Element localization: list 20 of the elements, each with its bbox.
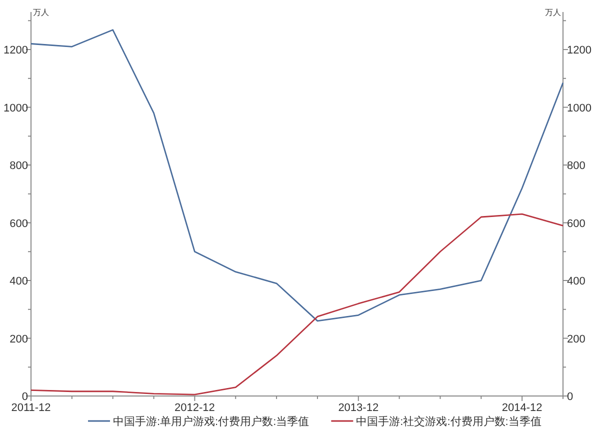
ytick: 1000: [4, 102, 28, 114]
xtick: 2012-12: [174, 402, 215, 414]
ylabel: 万人: [33, 8, 49, 17]
xtick: 2014-12: [502, 402, 542, 414]
y2tick: 600: [567, 218, 586, 230]
y2tick: 800: [567, 160, 586, 172]
xtick: 2013-12: [338, 402, 379, 414]
ytick: 600: [10, 218, 28, 230]
y2tick: 1000: [567, 102, 592, 114]
y2tick: 0: [567, 391, 574, 403]
ytick: 800: [10, 160, 28, 172]
y2tick: 1200: [567, 44, 592, 57]
ytick: 400: [10, 276, 28, 288]
ytick: 0: [22, 391, 28, 403]
y2tick: 200: [567, 333, 586, 346]
y2tick: 400: [567, 276, 586, 288]
ytick: 200: [10, 333, 28, 346]
xtick: 2011-12: [11, 402, 51, 414]
y2label: 万人: [545, 8, 561, 17]
ytick: 1200: [4, 44, 28, 57]
